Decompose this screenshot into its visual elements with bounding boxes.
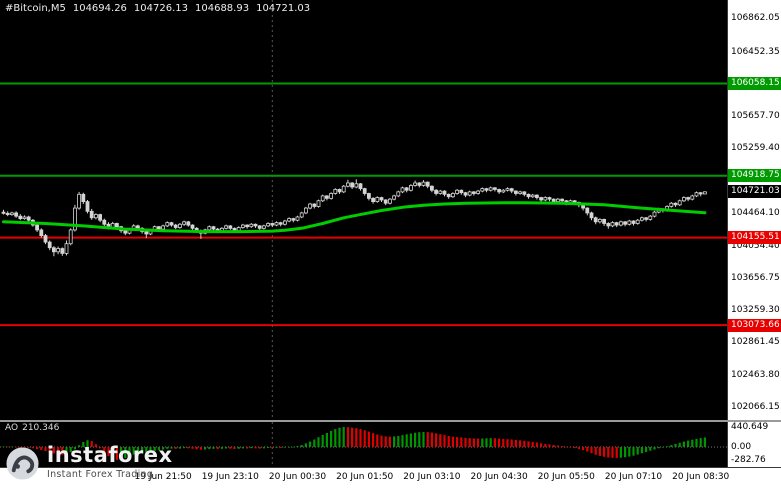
price-axis[interactable]: 106862.05 106452.35 105657.70 105259.40 1044…: [727, 0, 781, 467]
indicator-scale-label: 0.00: [731, 442, 752, 453]
ao-histogram: [2, 427, 706, 460]
indicator-value: 210.346: [22, 423, 60, 433]
price-grid-label: 102861.45: [731, 337, 780, 348]
time-label: 20 Jun 03:10: [403, 472, 461, 482]
watermark-text: instaforex Instant Forex Trading: [47, 443, 173, 481]
price-grid-label: 105657.70: [731, 110, 780, 121]
price-grid-label: 104054.40: [731, 240, 780, 251]
price-grid-label: 106452.35: [731, 46, 780, 57]
indicator-scale-label: -282.76: [731, 454, 766, 465]
time-axis[interactable]: 19 Jun 21:50 19 Jun 23:10 20 Jun 00:30 20 J…: [0, 467, 781, 489]
time-label: 20 Jun 04:30: [470, 472, 528, 482]
indicator-scale-label: 440.649: [731, 422, 769, 432]
indicator-label: AO 210.346: [5, 423, 63, 433]
price-grid-label: 102066.15: [731, 401, 780, 412]
price-grid-label: 105259.40: [731, 143, 780, 154]
price-grid-label: 103259.30: [731, 305, 780, 316]
time-label: 19 Jun 21:50: [134, 472, 192, 482]
main-chart-area[interactable]: #Bitcoin,M5 104694.26 104726.13 104688.93 10…: [0, 0, 727, 421]
price-grid-label: 103656.75: [731, 272, 780, 283]
time-label: 20 Jun 08:30: [672, 472, 730, 482]
watermark-tagline: Instant Forex Trading: [47, 469, 154, 480]
price-grid-label: 106862.05: [731, 13, 780, 24]
ohlc-high: 104726.13: [133, 3, 188, 14]
level-price-badge: 104155.51: [728, 231, 781, 245]
time-label: 20 Jun 00:30: [268, 472, 327, 482]
ohlc-open: 104694.26: [72, 3, 127, 14]
time-label: 19 Jun 23:10: [201, 472, 259, 482]
level-price-badge: 103073.66: [728, 318, 781, 332]
ohlc-close: 104721.03: [256, 3, 311, 14]
chart-title: #Bitcoin,M5 104694.26 104726.13 104688.93 10…: [5, 3, 317, 14]
price-grid-label: 104464.10: [731, 207, 780, 218]
current-price-badge: 104721.03: [728, 185, 781, 199]
watermark: instaforex Instant Forex Trading: [5, 444, 173, 481]
ao-indicator-panel[interactable]: AO 210.346: [0, 422, 727, 467]
watermark-brand: instaforex: [47, 443, 173, 467]
ohlc-low: 104688.93: [195, 3, 250, 14]
moving-average-line: [2, 201, 707, 234]
candles: [1, 179, 707, 257]
time-label: 20 Jun 01:50: [336, 472, 394, 482]
ao-indicator-svg[interactable]: [0, 422, 727, 467]
price-grid-label: 102463.80: [731, 369, 780, 380]
time-label: 20 Jun 07:10: [604, 472, 663, 482]
main-chart-svg[interactable]: [0, 0, 727, 421]
time-label: 20 Jun 05:50: [537, 472, 595, 482]
indicator-window-separator[interactable]: [0, 420, 781, 422]
indicator-name: AO: [5, 423, 19, 433]
level-price-badge: 106058.15: [728, 77, 781, 91]
symbol-period-label: #Bitcoin,M5: [5, 3, 66, 14]
level-price-badge: 104918.75: [728, 169, 781, 183]
level-lines: [0, 82, 727, 327]
instaforex-logo-icon: [6, 447, 39, 480]
